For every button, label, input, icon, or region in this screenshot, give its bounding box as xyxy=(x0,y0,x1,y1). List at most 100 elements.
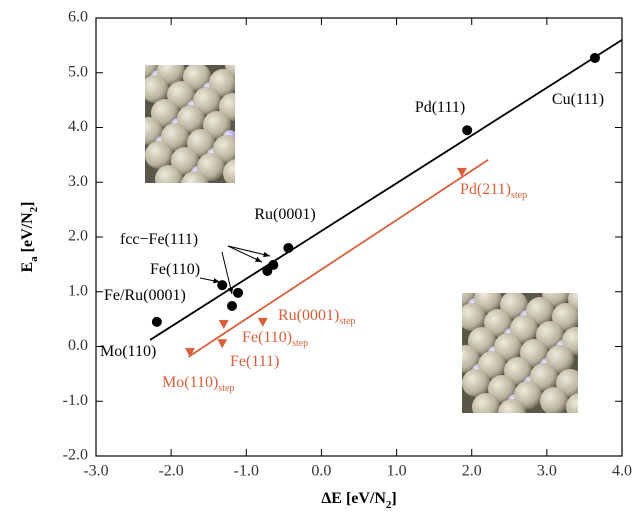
annotation-text: Fe/Ru(0001) xyxy=(104,287,186,304)
atom xyxy=(530,363,558,391)
x-tick-label: 1.0 xyxy=(387,463,407,480)
point xyxy=(462,125,473,136)
atom xyxy=(478,351,506,379)
x-axis-label: ΔE [eV/N2] xyxy=(321,490,397,511)
point xyxy=(233,287,244,298)
x-tick-label: -2.0 xyxy=(158,463,183,480)
atom xyxy=(566,393,578,413)
annotation: Mo(110)step xyxy=(162,374,234,394)
atom xyxy=(510,315,538,343)
annotation: Pd(111) xyxy=(415,99,465,116)
point xyxy=(456,167,467,177)
surface-image-top xyxy=(145,65,235,183)
point xyxy=(217,339,228,349)
y-tick-label: 0.0 xyxy=(68,337,88,354)
atom xyxy=(472,393,500,413)
annotation: Fe(110) xyxy=(150,261,200,278)
x-tick-label: 2.0 xyxy=(462,463,482,480)
atom xyxy=(484,309,512,337)
annotation-text: Fe(111) xyxy=(230,353,279,370)
annotation-text: Ru(0001) xyxy=(254,206,315,223)
annotation-text: Mo(110) xyxy=(100,343,156,360)
atom xyxy=(151,99,179,127)
point xyxy=(268,259,279,270)
atom xyxy=(155,165,183,183)
atom xyxy=(504,357,532,385)
y-tick-label: -1.0 xyxy=(63,392,88,409)
atom xyxy=(145,141,173,169)
y-axis-label-part: a xyxy=(28,256,40,262)
atom xyxy=(161,123,189,151)
annotation: Cu(111) xyxy=(552,91,604,108)
y-tick-label: 3.0 xyxy=(68,173,88,190)
annotation: Ru(0001) xyxy=(254,206,315,223)
annotation: Mo(110) xyxy=(100,343,156,360)
point xyxy=(227,300,238,311)
y-axis-label: Ea [eV/N2] xyxy=(19,202,40,273)
annotation-sub: step xyxy=(218,383,234,394)
arrow-head xyxy=(213,278,220,284)
atom xyxy=(145,65,159,79)
point xyxy=(151,316,162,327)
y-axis-label-part: [eV/N xyxy=(19,212,36,256)
atom xyxy=(181,171,209,183)
atom xyxy=(193,87,221,115)
annotation-text: Ru(0001) xyxy=(278,307,339,324)
x-tick-label: 0.0 xyxy=(311,463,331,480)
x-axis-label-part: ΔE [eV/N xyxy=(321,490,386,507)
annotation: fcc−Fe(111) xyxy=(120,231,198,248)
atom xyxy=(462,293,476,307)
atom xyxy=(167,81,195,109)
atom xyxy=(494,333,522,361)
annotation-sub: step xyxy=(511,190,527,201)
atom xyxy=(171,147,199,175)
x-axis-label-part: 2 xyxy=(386,499,392,511)
point xyxy=(184,347,195,357)
annotation-sub: step xyxy=(339,316,355,327)
annotation-text: Cu(111) xyxy=(552,91,604,108)
annotation-sub: step xyxy=(292,338,308,349)
annotation: Fe(110)step xyxy=(242,329,308,349)
atom xyxy=(145,75,169,103)
y-tick-label: -2.0 xyxy=(63,447,88,464)
atom xyxy=(468,327,496,355)
atom xyxy=(177,105,205,133)
y-tick-label: 5.0 xyxy=(68,63,88,80)
arrow-head xyxy=(263,251,270,258)
annotation: Ru(0001)step xyxy=(278,307,355,327)
atom xyxy=(536,321,564,349)
arrow xyxy=(227,245,271,257)
atom xyxy=(203,111,231,139)
y-axis-label-part: ] xyxy=(19,202,36,207)
fit-line xyxy=(187,159,489,358)
annotation-text: fcc−Fe(111) xyxy=(120,231,198,248)
y-tick-label: 6.0 xyxy=(68,9,88,26)
atom xyxy=(498,399,526,413)
atom xyxy=(462,303,486,331)
annotation-text: Pd(111) xyxy=(415,99,465,116)
point xyxy=(218,320,229,330)
x-axis-label-part: ] xyxy=(391,490,396,507)
annotation: Fe/Ru(0001) xyxy=(104,287,186,304)
annotation-text: Mo(110) xyxy=(162,374,218,391)
fit-line xyxy=(149,39,623,341)
atom xyxy=(546,345,574,373)
y-tick-label: 1.0 xyxy=(68,282,88,299)
point xyxy=(283,242,294,253)
x-tick-label: -1.0 xyxy=(234,463,259,480)
atom xyxy=(462,369,490,397)
atom xyxy=(488,375,516,403)
annotation-text: Fe(110) xyxy=(242,329,292,346)
annotation: Fe(111) xyxy=(230,353,279,370)
surface-image-bottom xyxy=(462,293,578,413)
atom xyxy=(187,129,215,157)
point xyxy=(589,52,600,63)
y-axis-label-part: 2 xyxy=(28,206,40,212)
atom xyxy=(223,159,235,183)
arrow xyxy=(221,251,233,295)
point xyxy=(217,280,228,291)
x-tick-label: 4.0 xyxy=(612,463,632,480)
x-tick-label: 3.0 xyxy=(537,463,557,480)
atom xyxy=(197,153,225,181)
